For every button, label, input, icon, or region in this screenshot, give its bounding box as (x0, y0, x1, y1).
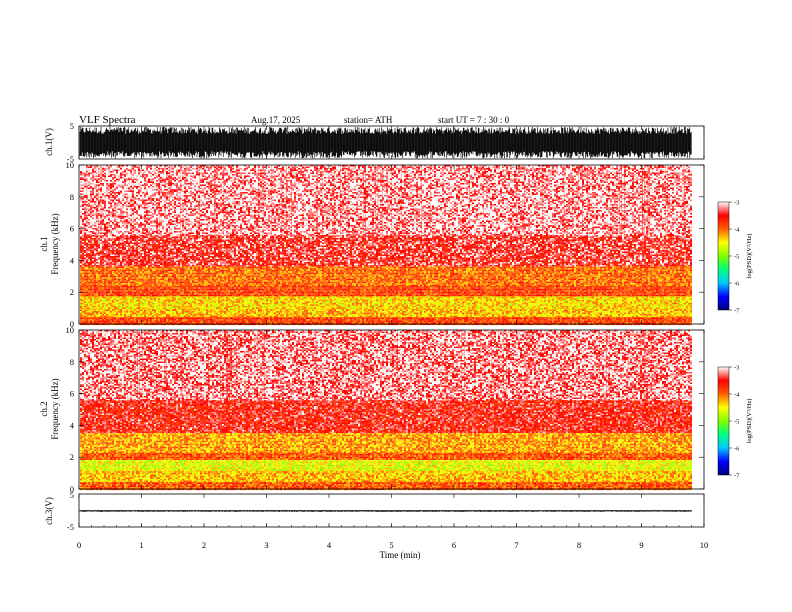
x-tick-label: 4 (327, 540, 332, 550)
ch1-ytick-top: 5 (70, 121, 74, 131)
ch1-waveform-panel: 5 -5 ch.1(V) (44, 121, 704, 164)
ch2-channel-label: ch.2 (39, 401, 49, 416)
ch3-ylabel: ch.3(V) (44, 497, 54, 525)
ch2-frequency-label: Frequency (kHz) (50, 378, 60, 439)
ch1-colorbar (718, 202, 729, 310)
ch2-colorbar-tick-label: -5 (734, 419, 739, 426)
ch2-spectrogram-ytick-label: 8 (70, 357, 74, 367)
x-tick-label: 9 (639, 540, 643, 550)
ch2-colorbar-tick-label: -3 (734, 365, 739, 372)
station-label: station= ATH (344, 115, 393, 125)
ch1-colorbar-tick-label: -5 (734, 254, 739, 261)
ch1-colorbar-tick-label: -6 (734, 281, 740, 288)
ch3-waveform-panel: 5 -5 ch.3(V) (44, 490, 704, 532)
ch3-ytick-bottom: -5 (67, 522, 74, 532)
ch1-spectrogram-ytick-label: 2 (70, 287, 74, 297)
x-tick-label: 10 (700, 540, 709, 550)
ch1-spectrogram-ytick-label: 6 (70, 224, 74, 234)
x-tick-label: 5 (389, 540, 393, 550)
ch1-spectrogram-image (80, 165, 692, 325)
ch1-ylabel: ch.1(V) (44, 128, 54, 156)
x-tick-label: 6 (452, 540, 456, 550)
ch1-colorbar-tick-label: -7 (734, 308, 740, 315)
ch3-ytick-top: 5 (70, 490, 74, 500)
ch2-colorbar-label: log(PSD)(V²/Hz) (746, 399, 753, 444)
ch1-channel-label: ch.1 (39, 236, 49, 251)
ch1-frequency-label: Frequency (kHz) (50, 213, 60, 274)
ch1-colorbar-tick-label: -3 (734, 200, 739, 207)
x-tick-label: 8 (577, 540, 581, 550)
ch1-spectrogram-ytick-label: 4 (70, 255, 75, 265)
ch2-spectrogram-ytick-label: 10 (66, 325, 75, 335)
x-axis-label: Time (min) (380, 550, 421, 560)
ch2-spectrogram-ytick-label: 4 (70, 420, 75, 430)
x-tick-label: 2 (202, 540, 206, 550)
date-label: Aug.17, 2025 (251, 115, 301, 125)
ch2-spectrogram-image (80, 330, 692, 490)
ch2-colorbar-tick-label: -6 (734, 446, 740, 453)
x-tick-label: 0 (77, 540, 81, 550)
ch2-colorbar-tick-label: -7 (734, 473, 740, 480)
ch1-colorbar-label: log(PSD)(V²/Hz) (746, 234, 753, 279)
figure-title: VLF Spectra (79, 114, 136, 126)
ch1-colorbar-tick-label: -4 (734, 227, 740, 234)
ch2-spectrogram-ytick-label: 2 (70, 452, 74, 462)
ch2-spectrogram-ytick-label: 6 (70, 389, 74, 399)
x-tick-label: 1 (139, 540, 143, 550)
ch2-colorbar (718, 367, 729, 475)
x-tick-label: 3 (264, 540, 268, 550)
x-tick-label: 7 (514, 540, 518, 550)
ch1-spectrogram-ytick-label: 10 (66, 160, 75, 170)
ch2-colorbar-tick-label: -4 (734, 392, 740, 399)
ch1-spectrogram-ytick-label: 8 (70, 192, 74, 202)
start-ut-label: start UT = 7 : 30 : 0 (438, 115, 510, 125)
